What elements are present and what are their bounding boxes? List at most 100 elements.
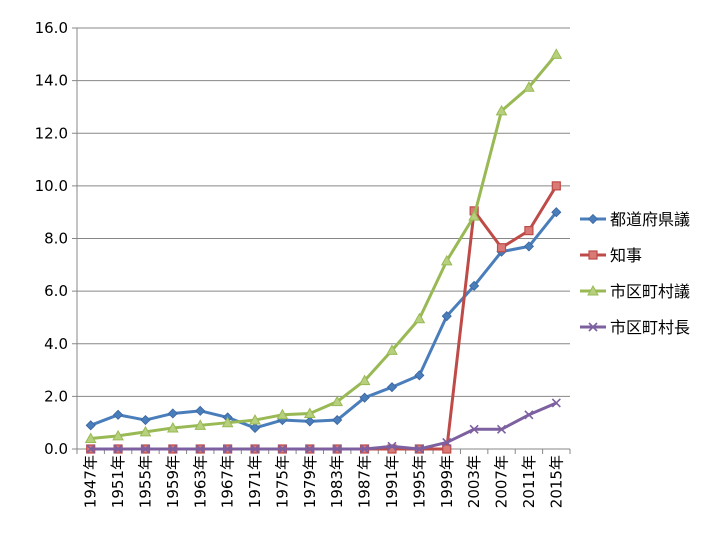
data-point	[358, 374, 371, 386]
data-point	[468, 210, 480, 221]
data-point	[250, 444, 260, 454]
series-4	[86, 398, 561, 454]
data-point	[386, 344, 398, 355]
series-group	[84, 48, 563, 454]
data-point	[113, 444, 123, 454]
data-point	[496, 424, 507, 434]
data-point	[86, 444, 96, 454]
x-tick-label: 1959年	[164, 455, 182, 508]
series-1	[85, 207, 562, 434]
y-tick-label: 0.0	[44, 440, 68, 458]
y-tick-label: 6.0	[44, 282, 68, 300]
legend-label: 市区町村議	[610, 282, 690, 301]
data-point	[303, 407, 316, 418]
series-line	[90, 185, 558, 451]
legend-label: 市区町村長	[610, 318, 690, 337]
data-point	[414, 444, 424, 454]
data-point	[551, 181, 561, 191]
legend-marker	[588, 250, 598, 260]
data-point	[140, 444, 151, 454]
data-point	[551, 398, 561, 408]
data-point	[524, 226, 534, 236]
series-2	[86, 181, 561, 454]
data-point	[305, 444, 315, 454]
data-point	[304, 416, 315, 427]
y-tick-label: 4.0	[44, 335, 68, 353]
grid	[77, 27, 570, 397]
x-tick-label: 1963年	[191, 455, 209, 508]
y-tick-label: 16.0	[35, 19, 68, 37]
data-point	[387, 441, 397, 451]
legend-marker	[587, 284, 599, 296]
x-tick-label: 1999年	[438, 455, 456, 508]
data-point	[495, 104, 508, 116]
data-point	[221, 416, 234, 428]
x-tick-label: 1951年	[109, 455, 127, 508]
y-tick-label: 14.0	[35, 72, 68, 90]
data-point	[249, 422, 261, 434]
legend-label: 知事	[610, 246, 642, 265]
data-point	[469, 424, 479, 434]
legend-marker	[588, 322, 598, 332]
legend-entry: 市区町村長	[580, 318, 690, 337]
data-point	[139, 425, 152, 437]
legend-marker	[587, 213, 599, 225]
series-3	[84, 48, 563, 443]
data-point	[331, 395, 344, 407]
data-point	[194, 419, 207, 430]
data-point	[524, 410, 534, 420]
data-point	[113, 409, 124, 420]
data-point	[442, 444, 452, 454]
data-point	[276, 408, 289, 420]
data-point	[167, 408, 178, 419]
data-point	[551, 207, 562, 218]
x-tick-label: 2015年	[547, 455, 565, 508]
x-tick-label: 2003年	[465, 455, 483, 508]
data-point	[140, 414, 151, 426]
series-line	[90, 53, 558, 440]
data-point	[249, 414, 261, 425]
y-axis-ticks: 0.0 2.0 4.0 6.0 8.0 10.0 12.0 14.0 16.0	[35, 19, 77, 458]
data-point	[359, 392, 370, 403]
x-tick-label: 1983年	[328, 455, 346, 508]
data-point	[168, 444, 178, 454]
series-line	[90, 211, 558, 430]
x-tick-label: 1975年	[273, 455, 291, 508]
data-point	[523, 81, 535, 92]
data-point	[440, 254, 453, 266]
data-point	[441, 311, 452, 322]
data-point	[112, 429, 124, 441]
data-point	[84, 432, 97, 443]
y-tick-label: 10.0	[35, 177, 68, 195]
y-tick-label: 2.0	[44, 387, 68, 405]
data-point	[550, 48, 563, 59]
y-tick-label: 8.0	[44, 230, 68, 248]
x-tick-label: 1995年	[410, 455, 428, 508]
data-point	[413, 312, 426, 324]
data-point	[277, 444, 287, 454]
x-tick-label: 1971年	[246, 455, 264, 508]
data-point	[223, 444, 233, 454]
data-point	[195, 444, 205, 454]
series-line	[90, 401, 557, 451]
legend-entry: 都道府県議	[580, 210, 690, 229]
data-point	[85, 420, 96, 431]
x-tick-label: 1967年	[219, 455, 237, 508]
data-point	[195, 405, 206, 416]
data-point	[386, 382, 398, 393]
data-point	[332, 414, 343, 426]
data-point	[414, 370, 425, 381]
data-point	[496, 243, 507, 253]
data-point	[360, 444, 370, 454]
data-point	[469, 280, 480, 291]
legend-label: 都道府県議	[610, 210, 690, 229]
x-tick-label: 2007年	[493, 455, 511, 508]
legend-entry: 市区町村議	[580, 282, 690, 301]
x-tick-label: 2011年	[520, 455, 538, 508]
x-tick-label: 1979年	[301, 455, 319, 508]
data-point	[442, 437, 452, 447]
legend-entry: 知事	[580, 246, 642, 265]
x-tick-label: 1991年	[383, 455, 401, 508]
